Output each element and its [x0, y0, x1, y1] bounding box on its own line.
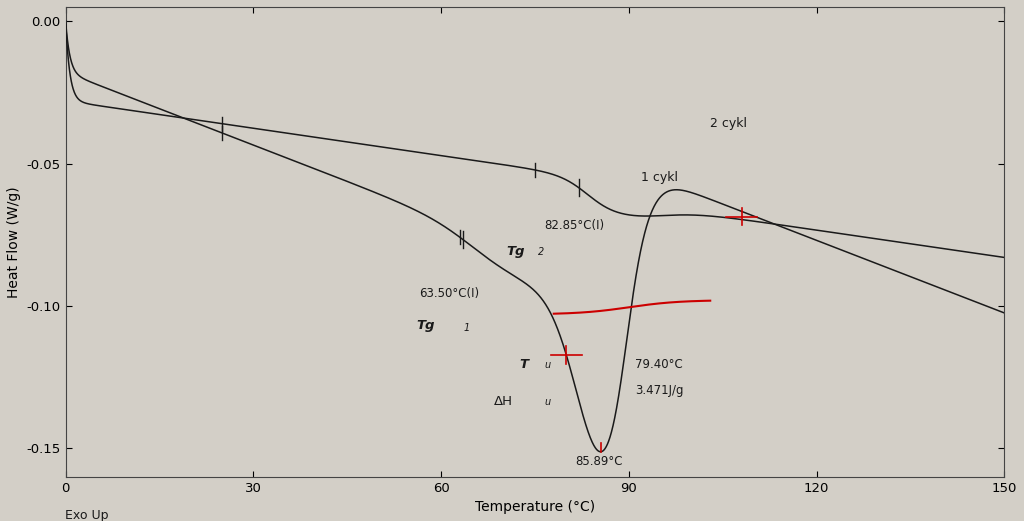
Text: 2 cykl: 2 cykl: [711, 117, 748, 130]
Text: Exo Up: Exo Up: [66, 510, 109, 521]
Text: 63.50°C(I): 63.50°C(I): [419, 287, 479, 300]
Text: Tg: Tg: [507, 244, 525, 257]
Text: u: u: [545, 361, 551, 370]
Text: T: T: [519, 358, 528, 371]
Text: 85.89°C: 85.89°C: [575, 455, 624, 468]
Text: 3.471J/g: 3.471J/g: [635, 384, 684, 397]
Text: 1 cykl: 1 cykl: [641, 171, 678, 184]
Text: 82.85°C(I): 82.85°C(I): [545, 219, 604, 232]
Text: u: u: [545, 398, 551, 407]
Y-axis label: Heat Flow (W/g): Heat Flow (W/g): [7, 186, 20, 297]
X-axis label: Temperature (°C): Temperature (°C): [475, 500, 595, 514]
Text: ΔH: ΔH: [495, 395, 513, 408]
Text: 79.40°C: 79.40°C: [635, 358, 683, 371]
Text: 1: 1: [463, 324, 469, 333]
Text: Tg: Tg: [416, 319, 434, 331]
Text: 2: 2: [539, 246, 545, 257]
